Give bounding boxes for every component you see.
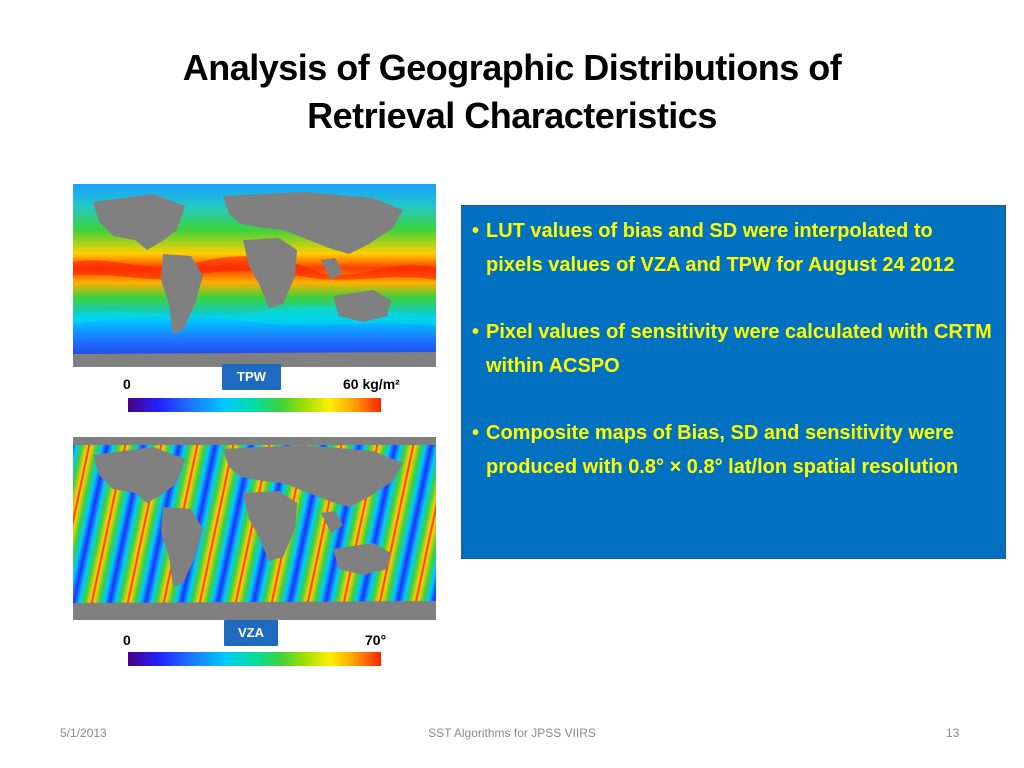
bullet-text: LUT values of bias and SD were interpola… xyxy=(486,220,955,276)
bullet-text: Composite maps of Bias, SD and sensitivi… xyxy=(486,422,959,478)
tpw-scale-min: 0 xyxy=(123,376,131,392)
bullet-list: • LUT values of bias and SD were interpol… xyxy=(472,214,993,484)
bullet-icon: • xyxy=(472,220,480,242)
tpw-badge: TPW xyxy=(222,364,281,390)
footer-title: SST Algorithms for JPSS VIIRS xyxy=(428,726,596,740)
vza-scale-min: 0 xyxy=(123,632,131,648)
info-box: • LUT values of bias and SD were interpol… xyxy=(461,205,1006,559)
bullet-icon: • xyxy=(472,422,480,444)
page-number: 13 xyxy=(946,726,960,740)
footer-date: 5/1/2013 xyxy=(60,726,107,740)
vza-badge: VZA xyxy=(224,620,278,646)
title-line-1: Analysis of Geographic Distributions of xyxy=(182,47,842,88)
title-line-2: Retrieval Characteristics xyxy=(307,95,717,136)
bullet-text: Pixel values of sensitivity were calcula… xyxy=(486,321,992,377)
vza-scale-max: 70° xyxy=(365,632,387,648)
bullet-item: • Composite maps of Bias, SD and sensitiv… xyxy=(472,416,993,484)
tpw-map-image xyxy=(73,184,436,367)
vza-map-image xyxy=(73,437,436,620)
slide-title: Analysis of Geographic Distributions of … xyxy=(0,44,1024,140)
tpw-colorbar xyxy=(128,398,381,412)
tpw-scale-max: 60 kg/m² xyxy=(343,376,400,392)
bullet-item: • Pixel values of sensitivity were calcul… xyxy=(472,315,993,383)
vza-colorbar xyxy=(128,652,381,666)
bullet-icon: • xyxy=(472,321,480,343)
bullet-item: • LUT values of bias and SD were interpol… xyxy=(472,214,993,282)
